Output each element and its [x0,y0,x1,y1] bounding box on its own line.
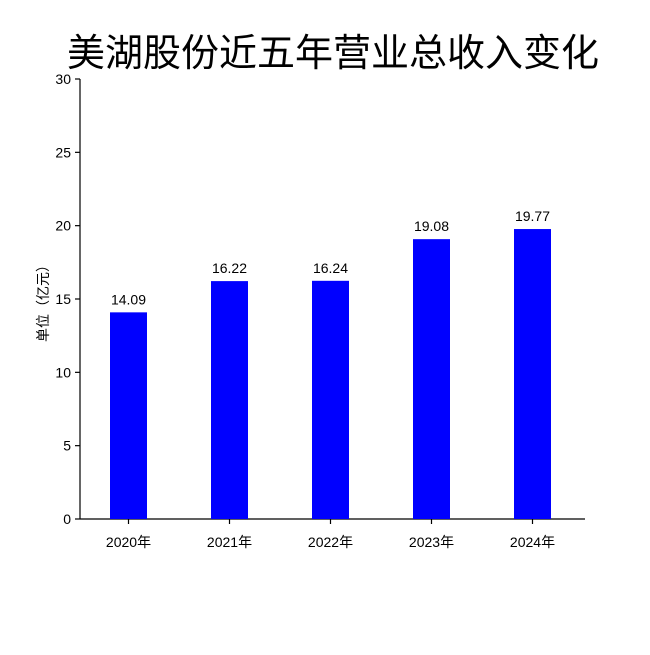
x-tick-label: 2022年 [308,534,353,550]
data-label: 19.77 [515,208,550,224]
x-tick-label: 2020年 [106,534,151,550]
bar [110,312,147,519]
y-tick-label: 25 [55,144,71,160]
data-label: 16.24 [313,260,348,276]
data-label: 19.08 [414,218,449,234]
data-label: 16.22 [212,260,247,276]
data-label: 14.09 [111,291,146,307]
plot-area: 0 5 10 15 20 25 30 14.09 2020年 16.22 2021年 16.24 202… [55,71,585,550]
bar [514,229,551,520]
x-tick-label: 2023年 [409,534,454,550]
y-tick-label: 0 [63,511,71,527]
y-tick-label: 5 [63,438,71,454]
chart-title: 美湖股份近五年营业总收入变化 [67,31,599,75]
y-axis-label: 单位（亿元） [36,258,52,342]
y-tick-label: 20 [55,218,71,234]
x-tick-label: 2024年 [510,534,555,550]
bar [211,281,248,519]
y-tick-label: 10 [55,364,71,380]
y-tick-label: 30 [55,71,71,87]
bar [413,239,450,519]
x-tick-label: 2021年 [207,534,252,550]
y-tick-label: 15 [55,291,71,307]
bar [312,280,349,519]
